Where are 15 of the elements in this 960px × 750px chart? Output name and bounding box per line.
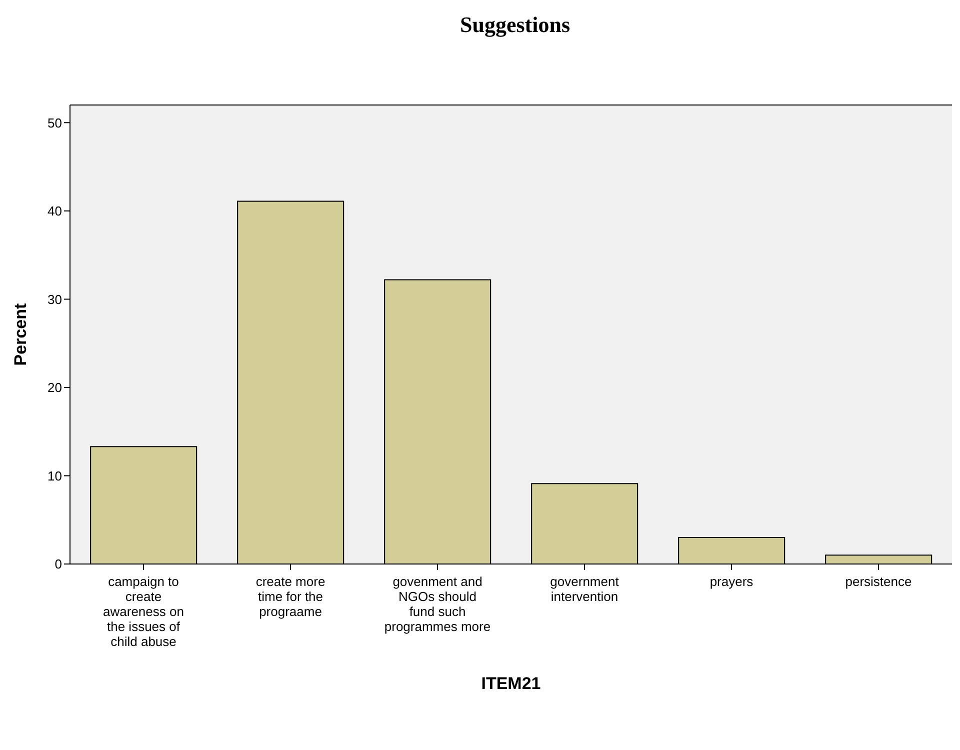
- y-axis-title: Percent: [11, 302, 30, 366]
- x-tick-label: create more time for the prograame: [256, 574, 326, 619]
- x-axis-title: ITEM21: [480, 674, 542, 694]
- y-tick-label: 30: [48, 292, 62, 307]
- y-tick-label: 0: [54, 556, 62, 572]
- x-tick-label: govenment and NGOs should fund such programmes more: [384, 574, 491, 634]
- y-tick-label: 50: [48, 115, 62, 130]
- x-tick-label: prayers: [710, 574, 754, 589]
- chart-title: Suggestions: [458, 12, 572, 39]
- y-tick-label: 10: [48, 468, 62, 484]
- x-tick-label: campaign to create awareness on the issues of child abuse: [103, 574, 184, 649]
- x-tick-label: persistence: [845, 574, 912, 589]
- y-tick-label: 40: [48, 204, 62, 219]
- y-tick-label: 20: [48, 380, 62, 396]
- x-tick-label: government intervention: [550, 574, 620, 604]
